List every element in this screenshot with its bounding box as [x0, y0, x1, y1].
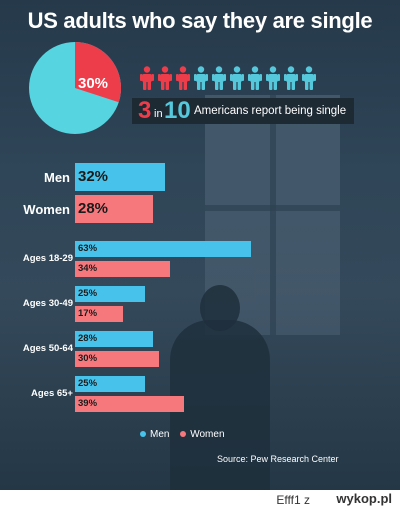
- bar-value-label: 17%: [78, 308, 98, 319]
- age-bar-women: 30%: [75, 351, 159, 367]
- background-person-silhouette: [170, 320, 270, 490]
- background-window-frame: [270, 95, 276, 335]
- age-group-label: Ages 30-49: [22, 298, 73, 309]
- age-bar-women: 39%: [75, 396, 185, 412]
- person-teal-icon: [284, 66, 298, 90]
- person-red-icon: [140, 66, 154, 90]
- ratio-number-highlight: 3: [138, 97, 152, 124]
- age-bar-men: 25%: [75, 376, 145, 392]
- bar-value-label: 63%: [78, 243, 98, 254]
- footer-bar: Efff1 z wykop.pl: [0, 490, 400, 513]
- age-bar-women: 34%: [75, 261, 171, 277]
- age-group-label: Ages 65+: [31, 388, 73, 399]
- person-teal-icon: [266, 66, 280, 90]
- legend: Men Women: [140, 429, 233, 440]
- bar-value-label: 34%: [78, 263, 98, 274]
- pie-label: 30%: [78, 75, 109, 92]
- person-teal-icon: [194, 66, 208, 90]
- ratio-in: in: [154, 108, 163, 120]
- ratio-number-total: 10: [164, 97, 191, 124]
- age-bar-women: 17%: [75, 306, 123, 322]
- wykop-logo[interactable]: wykop.pl: [336, 491, 392, 506]
- overall-bar-men: 32%: [75, 163, 165, 191]
- bar-value-label: 30%: [78, 353, 98, 364]
- person-teal-icon: [230, 66, 244, 90]
- legend-item-women: Women: [180, 429, 225, 440]
- bar-value-label: 25%: [78, 378, 98, 389]
- chart-title: US adults who say they are single: [27, 8, 373, 33]
- bar-value-label: 28%: [78, 200, 109, 217]
- footer-username[interactable]: Efff1 z: [276, 493, 310, 507]
- bar-value-label: 28%: [78, 333, 98, 344]
- background-window-frame: [205, 205, 340, 211]
- age-bar-men: 25%: [75, 286, 145, 302]
- source-note: Source: Pew Research Center: [217, 454, 339, 464]
- infographic-panel: US adults who say they are single 30% 3 …: [0, 0, 400, 490]
- person-teal-icon: [248, 66, 262, 90]
- legend-label-men: Men: [150, 429, 170, 440]
- person-teal-icon: [302, 66, 316, 90]
- bar-value-label: 32%: [78, 168, 109, 185]
- legend-item-men: Men: [140, 429, 169, 440]
- overall-bar-women: 28%: [75, 195, 154, 223]
- person-teal-icon: [212, 66, 226, 90]
- age-group-label: Ages 18-29: [22, 253, 73, 264]
- bar-value-label: 25%: [78, 288, 98, 299]
- person-red-icon: [176, 66, 190, 90]
- legend-dot-men: [140, 431, 146, 438]
- age-group-label: Ages 50-64: [22, 343, 73, 354]
- age-bar-men: 63%: [75, 241, 252, 257]
- overall-label-men: Men: [44, 170, 70, 185]
- bar-value-label: 39%: [78, 398, 98, 409]
- ratio-banner: 3 in 10 Americans report being single: [132, 98, 354, 124]
- ratio-text: Americans report being single: [194, 105, 347, 117]
- age-bar-men: 28%: [75, 331, 154, 347]
- overall-label-women: Women: [23, 202, 70, 217]
- pie-slice-single: [75, 42, 121, 103]
- legend-dot-women: [180, 431, 187, 438]
- legend-label-women: Women: [190, 429, 225, 440]
- person-red-icon: [158, 66, 172, 90]
- pie-chart: [29, 42, 121, 134]
